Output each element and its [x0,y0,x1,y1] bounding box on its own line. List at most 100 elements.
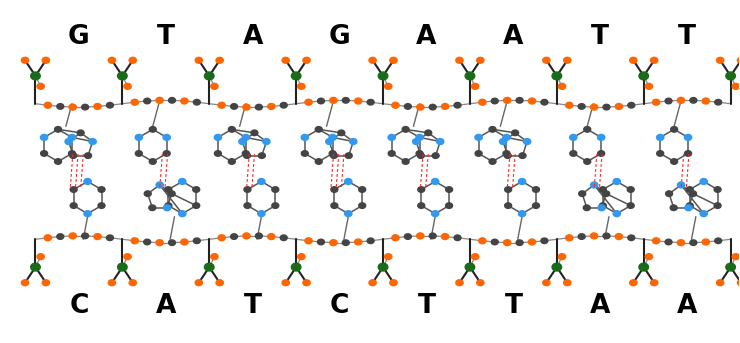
Ellipse shape [583,205,591,211]
Ellipse shape [354,98,362,104]
Ellipse shape [385,254,392,260]
Ellipse shape [454,103,461,108]
Ellipse shape [65,139,73,144]
Ellipse shape [330,240,337,246]
Ellipse shape [258,211,265,216]
Ellipse shape [272,203,279,209]
Ellipse shape [579,191,585,197]
Ellipse shape [639,72,648,80]
Ellipse shape [431,211,439,216]
Ellipse shape [599,203,606,209]
Ellipse shape [354,239,362,245]
Ellipse shape [479,99,486,105]
Ellipse shape [215,151,221,156]
Ellipse shape [502,134,510,140]
Ellipse shape [570,134,577,140]
Ellipse shape [650,57,658,63]
Ellipse shape [251,130,258,135]
Ellipse shape [181,98,188,104]
Text: T: T [678,24,696,50]
Ellipse shape [317,239,324,245]
Ellipse shape [77,130,84,135]
Ellipse shape [437,139,444,144]
Ellipse shape [168,191,175,197]
Ellipse shape [243,233,250,239]
Ellipse shape [564,280,571,286]
Ellipse shape [726,263,736,271]
Ellipse shape [149,205,156,211]
Ellipse shape [489,159,496,164]
Ellipse shape [94,104,101,109]
Ellipse shape [369,280,376,286]
Ellipse shape [714,187,721,192]
Ellipse shape [218,102,225,108]
Ellipse shape [613,211,620,216]
Ellipse shape [528,239,536,245]
Ellipse shape [503,151,510,156]
Ellipse shape [242,151,249,156]
Ellipse shape [656,151,664,156]
Ellipse shape [564,57,571,63]
Ellipse shape [445,187,453,192]
Ellipse shape [193,99,201,105]
Ellipse shape [491,98,498,104]
Ellipse shape [417,104,424,110]
Ellipse shape [516,240,523,246]
Ellipse shape [129,57,136,63]
Text: G: G [329,24,351,50]
Ellipse shape [391,235,399,241]
Ellipse shape [402,159,409,164]
Ellipse shape [81,233,89,239]
Ellipse shape [630,280,637,286]
Ellipse shape [591,182,598,188]
Ellipse shape [169,240,175,246]
Ellipse shape [429,233,436,239]
Ellipse shape [124,83,131,89]
Ellipse shape [378,72,388,80]
Ellipse shape [55,127,61,132]
Text: T: T [505,293,522,319]
Text: T: T [417,293,435,319]
Ellipse shape [129,280,136,286]
Ellipse shape [591,233,598,239]
Ellipse shape [471,83,479,89]
Ellipse shape [192,187,200,192]
Ellipse shape [305,99,312,105]
Ellipse shape [149,127,156,132]
Ellipse shape [404,234,411,239]
Ellipse shape [690,240,697,246]
Ellipse shape [475,151,482,156]
Ellipse shape [715,99,722,105]
Ellipse shape [164,205,171,211]
Ellipse shape [263,139,270,144]
Ellipse shape [429,104,436,110]
Ellipse shape [591,104,598,110]
Ellipse shape [690,191,696,197]
Ellipse shape [700,211,707,216]
Ellipse shape [732,83,739,89]
Ellipse shape [404,104,411,109]
Ellipse shape [599,187,606,192]
Ellipse shape [216,57,223,63]
Ellipse shape [684,205,692,211]
Ellipse shape [477,57,484,63]
Ellipse shape [346,153,352,158]
Ellipse shape [37,83,44,89]
Ellipse shape [165,187,172,192]
Ellipse shape [164,151,170,156]
Ellipse shape [715,238,722,244]
Ellipse shape [163,134,170,140]
Ellipse shape [42,280,50,286]
Ellipse shape [231,104,238,109]
Ellipse shape [195,280,203,286]
Ellipse shape [417,233,424,239]
Ellipse shape [505,203,511,209]
Ellipse shape [211,83,218,89]
Ellipse shape [475,134,482,140]
Ellipse shape [107,103,113,108]
Ellipse shape [628,103,635,108]
Text: T: T [157,24,175,50]
Ellipse shape [331,203,338,209]
Ellipse shape [301,151,309,156]
Ellipse shape [359,187,366,192]
